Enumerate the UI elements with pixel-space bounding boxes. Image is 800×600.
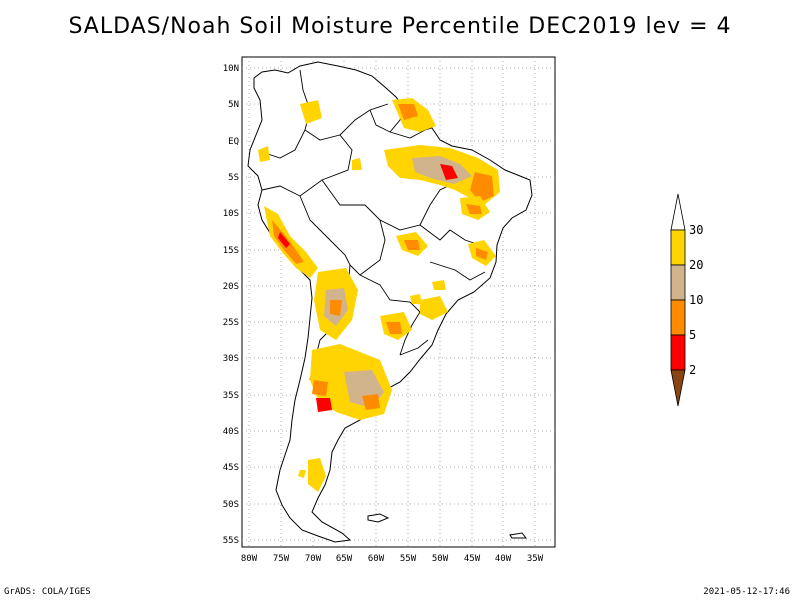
lat-tick-label: 30S <box>223 354 239 364</box>
legend-swatch-2-5 <box>670 334 686 371</box>
legend-swatch-20-30 <box>670 229 686 266</box>
map-frame <box>241 56 556 548</box>
south-georgia <box>509 532 528 539</box>
shade-chaco-orange <box>330 300 342 316</box>
shade-chile-orange <box>312 380 328 396</box>
lat-tick-label: 40S <box>223 427 239 437</box>
lat-tick-label: 50S <box>223 500 239 510</box>
lat-tick-label: EQ <box>228 137 239 147</box>
lon-tick-label: 70W <box>305 554 322 564</box>
lon-tick-label: 40W <box>495 554 512 564</box>
shade-northeast-orange <box>470 172 494 202</box>
legend-labels: 30 20 10 5 2 <box>689 223 703 377</box>
generation-timestamp: 2021-05-12-17:46 <box>703 587 790 597</box>
shade-guiana-core <box>398 104 418 120</box>
legend-label: 2 <box>689 363 696 377</box>
legend-label: 20 <box>689 258 703 272</box>
lat-tick-label: 5N <box>228 100 239 110</box>
legend-swatch-10-20 <box>670 264 686 301</box>
shade-colombia <box>300 100 322 124</box>
color-legend <box>670 193 686 407</box>
shade-minas-core <box>476 248 488 260</box>
legend-label: 10 <box>689 293 703 307</box>
lon-tick-label: 45W <box>464 554 481 564</box>
lon-tick-label: 60W <box>368 554 385 564</box>
lat-tick-label: 15S <box>223 246 239 256</box>
lat-axis: 10N 5N EQ 5S 10S 15S 20S 25S 30S 35S 40S… <box>223 64 239 546</box>
lat-tick-label: 35S <box>223 391 239 401</box>
lat-tick-label: 10N <box>223 64 239 74</box>
shade-small-1 <box>410 294 422 304</box>
map-title: SALDAS/Noah Soil Moisture Percentile DEC… <box>68 14 732 39</box>
lat-tick-label: 20S <box>223 282 239 292</box>
shade-parana-core <box>386 322 402 334</box>
shade-central-brazil-core <box>404 240 420 250</box>
lat-tick-label: 10S <box>223 209 239 219</box>
shade-patagonia-west <box>298 470 306 478</box>
shade-ecuador <box>258 146 270 162</box>
shade-small-2 <box>432 280 446 290</box>
legend-label: 5 <box>689 328 696 342</box>
legend-swatch-below-2 <box>670 369 686 407</box>
shade-sao-paulo <box>420 296 448 320</box>
shade-peru-red <box>278 232 290 248</box>
lon-tick-label: 75W <box>273 554 290 564</box>
legend-swatch-5-10 <box>670 299 686 336</box>
shade-northeast-red <box>440 164 458 180</box>
lat-tick-label: 45S <box>223 463 239 473</box>
shade-pampas-orange <box>362 394 380 410</box>
shade-amazon-small <box>352 158 362 170</box>
grads-credit: GrADS: COLA/IGES <box>4 587 91 597</box>
shade-patagonia <box>308 458 326 492</box>
lat-tick-label: 55S <box>223 536 239 546</box>
falkland-islands <box>367 513 390 523</box>
south-america-coastline <box>247 61 533 543</box>
lon-tick-label: 35W <box>527 554 544 564</box>
lon-tick-label: 65W <box>336 554 353 564</box>
islands <box>367 513 528 539</box>
lat-tick-label: 5S <box>228 173 239 183</box>
shade-bahia-core <box>466 204 482 214</box>
lon-tick-label: 50W <box>432 554 449 564</box>
lat-tick-label: 25S <box>223 318 239 328</box>
percentile-shading <box>258 98 500 492</box>
lon-axis: 80W 75W 70W 65W 60W 55W 50W 45W 40W 35W <box>241 554 544 564</box>
shade-chile-red <box>316 398 332 412</box>
lon-tick-label: 80W <box>241 554 258 564</box>
legend-label: 30 <box>689 223 703 237</box>
shade-peru-andes <box>264 206 318 278</box>
lon-tick-label: 55W <box>400 554 417 564</box>
legend-swatch-above-30 <box>670 193 686 231</box>
